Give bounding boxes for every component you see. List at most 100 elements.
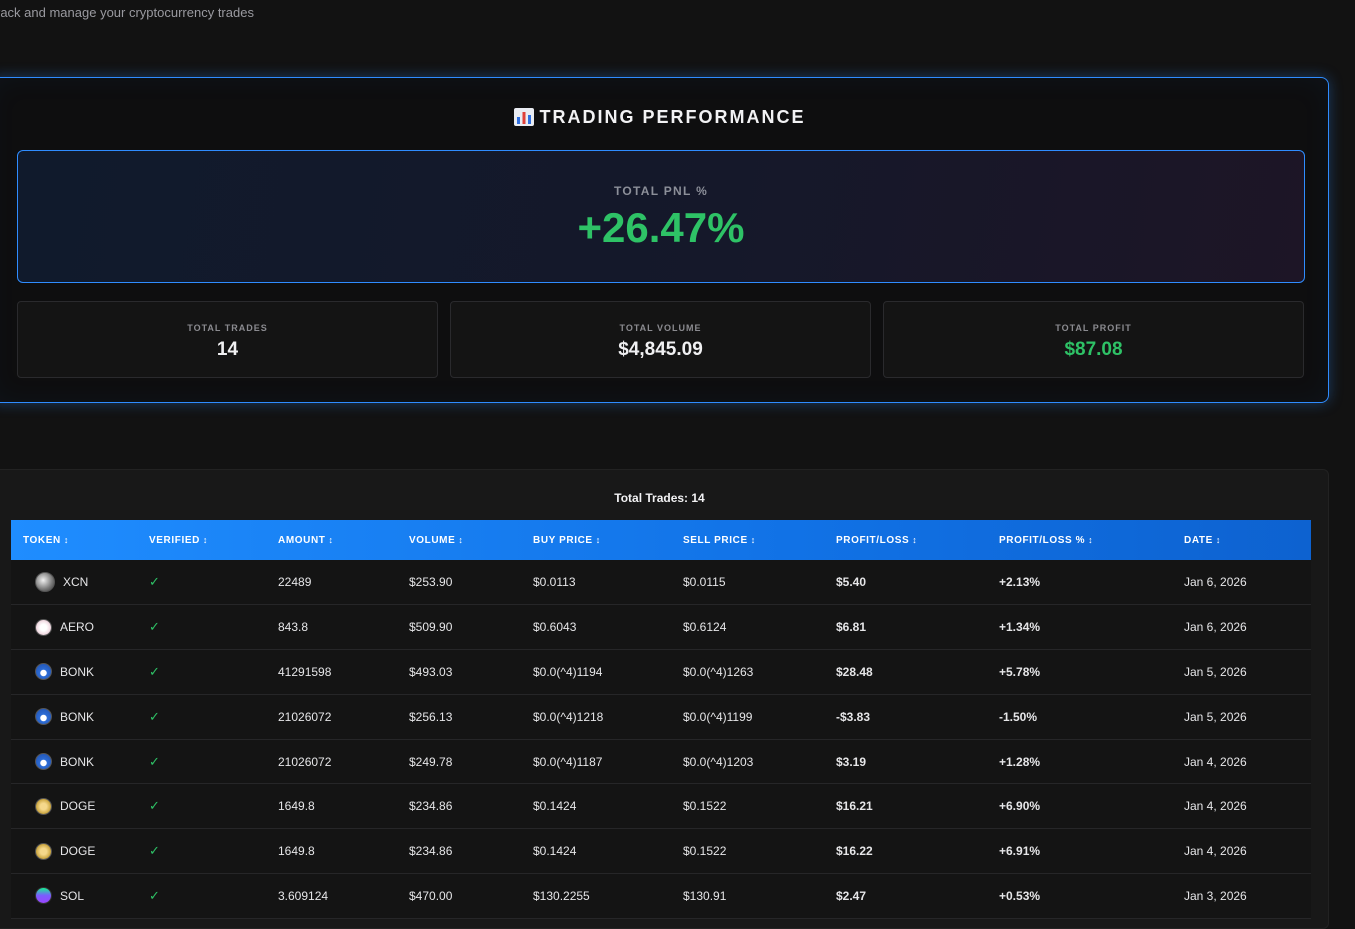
total-profit-label: TOTAL PROFIT xyxy=(1055,323,1132,333)
table-row[interactable]: AERO ✓ 843.8 $509.90 $0.6043 $0.6124 $6.81 +1.3… xyxy=(11,604,1311,650)
xcn-token-icon xyxy=(35,572,55,593)
date-cell: Jan 6, 2026 xyxy=(1184,575,1247,590)
date-cell: Jan 4, 2026 xyxy=(1184,754,1247,769)
buy-price-cell: $0.0(^4)1218 xyxy=(533,709,604,724)
column-header-amount[interactable]: AMOUNT ↕ xyxy=(278,534,334,546)
doge-token-icon xyxy=(35,797,52,815)
buy-price-cell: $130.2255 xyxy=(533,888,590,903)
token-cell: BONK xyxy=(11,694,137,739)
total-trades-card: TOTAL TRADES 14 xyxy=(17,301,438,378)
sell-price-cell: $0.0(^4)1199 xyxy=(683,709,753,724)
bonk-token-icon xyxy=(35,663,52,681)
amount-cell: 1649.8 xyxy=(278,844,315,859)
sell-price-cell: $0.0(^4)1263 xyxy=(683,664,754,679)
sell-price-cell: $130.91 xyxy=(683,888,727,903)
volume-cell: $509.90 xyxy=(409,620,453,635)
token-cell: SOL xyxy=(11,874,137,919)
amount-cell: 21026072 xyxy=(278,754,332,769)
profit-loss-cell: $6.81 xyxy=(836,620,867,635)
profit-loss-pct-cell: +1.34% xyxy=(999,620,1041,635)
token-cell: AERO xyxy=(11,605,137,650)
amount-cell: 22489 xyxy=(278,575,312,590)
buy-price-cell: $0.6043 xyxy=(533,620,577,635)
total-volume-card: TOTAL VOLUME $4,845.09 xyxy=(450,301,871,378)
token-symbol: SOL xyxy=(60,888,85,903)
performance-title: TRADING PERFORMANCE xyxy=(0,107,1328,131)
token-symbol: XCN xyxy=(63,575,89,590)
amount-cell: 21026072 xyxy=(278,709,332,724)
trades-count-label: Total Trades: 14 xyxy=(614,491,705,505)
profit-loss-pct-cell: +0.53% xyxy=(999,888,1041,903)
buy-price-cell: $0.1424 xyxy=(533,799,577,814)
profit-loss-cell: $3.19 xyxy=(836,754,867,769)
table-header-row: TOKEN ↕ VERIFIED ↕ AMOUNT ↕ VOLUME ↕ BUY PRI… xyxy=(11,520,1311,560)
total-pnl-label: TOTAL PNL % xyxy=(613,184,709,198)
column-header-buy-price[interactable]: BUY PRICE ↕ xyxy=(533,534,601,546)
bar-chart-icon xyxy=(513,108,534,131)
amount-cell: 41291598 xyxy=(278,664,332,679)
sell-price-cell: $0.1522 xyxy=(683,799,727,814)
volume-cell: $234.86 xyxy=(409,799,453,814)
bonk-token-icon xyxy=(35,753,52,771)
verified-cell: ✓ xyxy=(137,605,266,650)
profit-loss-pct-cell: +1.28% xyxy=(999,754,1041,769)
date-cell: Jan 6, 2026 xyxy=(1184,620,1247,635)
sort-icon: ↕ xyxy=(912,534,918,545)
amount-cell: 843.8 xyxy=(278,620,309,635)
table-row[interactable]: DOGE ✓ 1649.8 $234.86 $0.1424 $0.1522 $16.21 +6… xyxy=(11,783,1311,829)
check-icon: ✓ xyxy=(149,619,160,635)
profit-loss-pct-cell: +2.13% xyxy=(999,575,1041,590)
volume-cell: $234.86 xyxy=(409,844,453,859)
doge-token-icon xyxy=(35,842,52,860)
column-header-sell-price[interactable]: SELL PRICE ↕ xyxy=(683,534,756,546)
check-icon: ✓ xyxy=(149,887,160,903)
column-header-volume[interactable]: VOLUME ↕ xyxy=(409,534,464,546)
table-row[interactable]: XCN ✓ 22489 $253.90 $0.0113 $0.0115 $5.40 +2.13… xyxy=(11,560,1311,605)
sort-icon: ↕ xyxy=(1088,534,1094,545)
token-symbol: BONK xyxy=(60,709,95,724)
sort-icon: ↕ xyxy=(750,534,756,545)
sort-icon: ↕ xyxy=(63,534,69,545)
table-row[interactable]: SOL ✓ 3.609124 $470.00 $130.2255 $130.91 $2.47… xyxy=(11,873,1311,919)
total-trades-value: 14 xyxy=(216,339,239,360)
column-header-date[interactable]: DATE ↕ xyxy=(1184,534,1221,546)
profit-loss-cell: $16.22 xyxy=(836,844,873,859)
bonk-token-icon xyxy=(35,708,52,726)
column-header-verified[interactable]: VERIFIED ↕ xyxy=(149,534,209,546)
total-trades-label: TOTAL TRADES xyxy=(187,323,268,333)
total-pnl-card: TOTAL PNL % +26.47% xyxy=(17,150,1305,283)
column-header-token[interactable]: TOKEN ↕ xyxy=(23,534,69,546)
token-cell: BONK xyxy=(11,739,137,784)
verified-cell: ✓ xyxy=(137,874,266,919)
column-header-profit-loss[interactable]: PROFIT/LOSS ↕ xyxy=(836,534,918,546)
table-row[interactable]: DOGE ✓ 1649.8 $234.86 $0.1424 $0.1522 $16.22 +6… xyxy=(11,828,1311,874)
sort-icon: ↕ xyxy=(328,534,334,545)
sort-icon: ↕ xyxy=(458,534,464,545)
verified-cell: ✓ xyxy=(137,784,266,829)
sol-token-icon xyxy=(35,887,52,905)
performance-title-text: TRADING PERFORMANCE xyxy=(539,107,806,127)
date-cell: Jan 4, 2026 xyxy=(1184,844,1247,859)
date-cell: Jan 4, 2026 xyxy=(1184,799,1247,814)
trades-table: TOKEN ↕ VERIFIED ↕ AMOUNT ↕ VOLUME ↕ BUY PRI… xyxy=(11,520,1311,919)
amount-cell: 3.609124 xyxy=(278,888,329,903)
check-icon: ✓ xyxy=(149,798,160,814)
verified-cell: ✓ xyxy=(137,694,266,739)
profit-loss-cell: $16.21 xyxy=(836,799,873,814)
check-icon: ✓ xyxy=(149,843,160,859)
table-row[interactable]: BONK ✓ 41291598 $493.03 $0.0(^4)1194 $0.0(^4)… xyxy=(11,649,1311,695)
column-header-profit-loss-pct[interactable]: PROFIT/LOSS % ↕ xyxy=(999,534,1094,546)
token-symbol: AERO xyxy=(60,620,95,635)
token-cell: DOGE xyxy=(11,784,137,829)
sort-icon: ↕ xyxy=(595,534,601,545)
table-row[interactable]: BONK ✓ 21026072 $256.13 $0.0(^4)1218 $0.0(^4)… xyxy=(11,694,1311,740)
token-symbol: BONK xyxy=(60,754,95,769)
table-row[interactable]: BONK ✓ 21026072 $249.78 $0.0(^4)1187 $0.0(^4)… xyxy=(11,739,1311,784)
token-cell: BONK xyxy=(11,650,137,695)
check-icon: ✓ xyxy=(149,753,160,769)
profit-loss-pct-cell: -1.50% xyxy=(999,709,1038,724)
verified-cell: ✓ xyxy=(137,829,266,874)
profit-loss-pct-cell: +5.78% xyxy=(999,664,1041,679)
profit-loss-pct-cell: +6.91% xyxy=(999,844,1041,859)
amount-cell: 1649.8 xyxy=(278,799,315,814)
